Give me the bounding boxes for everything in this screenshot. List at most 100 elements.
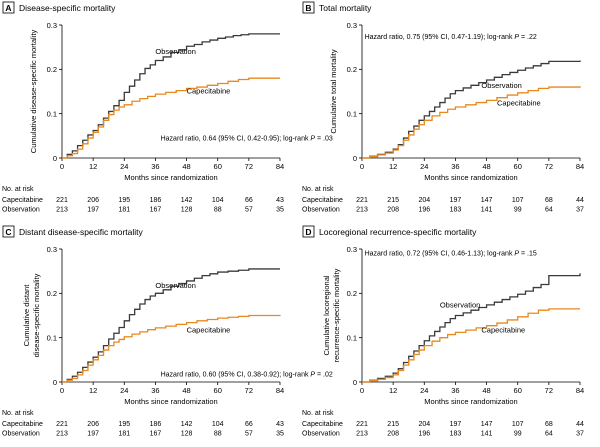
series-label-capecitabine: Capecitabine [481,325,525,334]
risk-cell: 208 [387,431,399,438]
hazard-ratio-annotation: Hazard ratio, 0.64 (95% CI, 0.42-0.95); … [161,135,333,142]
x-tick-label: 60 [214,386,222,395]
x-tick-label: 0 [360,162,364,171]
x-tick-label: 24 [120,162,128,171]
y-tick-label: 0 [353,378,357,387]
risk-cell: 141 [481,207,493,214]
risk-cell: 68 [545,197,553,204]
risk-table-header: No. at risk [2,186,34,193]
x-tick-label: 48 [182,162,190,171]
risk-cell: 204 [418,421,430,428]
risk-cell: 128 [181,431,193,438]
series-label-observation: Observation [155,47,195,56]
x-axis-title: Months since randomization [424,397,517,406]
risk-cell: 57 [245,207,253,214]
x-tick-label: 36 [451,162,459,171]
risk-row-label: Capecitabine [302,197,343,204]
risk-cell: 204 [418,197,430,204]
y-tick-label: 0.3 [47,245,57,254]
risk-cell: 221 [356,197,368,204]
x-tick-label: 84 [276,386,284,395]
y-tick-label: 0.3 [47,21,57,30]
series-line-capecitabine [362,308,580,383]
risk-row-label: Observation [2,207,40,214]
panel-d: D Locoregional recurrence-specific mortal… [300,224,600,447]
chart-title: Locoregional recurrence-specific mortali… [319,227,477,237]
risk-cell: 37 [576,207,584,214]
risk-cell: 107 [512,197,524,204]
risk-cell: 195 [118,197,130,204]
x-tick-label: 48 [482,162,490,171]
risk-cell: 88 [214,207,222,214]
x-tick-label: 0 [360,386,364,395]
panel-letter-box [2,1,15,14]
x-tick-label: 72 [545,386,553,395]
risk-cell: 206 [87,421,99,428]
risk-cell: 183 [450,431,462,438]
series-label-observation: Observation [440,301,480,310]
risk-cell: 181 [118,431,130,438]
x-tick-label: 60 [514,386,522,395]
risk-cell: 128 [181,207,193,214]
y-tick-label: 0 [53,378,57,387]
x-tick-label: 12 [89,162,97,171]
risk-cell: 186 [150,197,162,204]
risk-cell: 197 [87,207,99,214]
risk-row-label: Capecitabine [2,197,43,204]
x-tick-label: 12 [389,162,397,171]
risk-cell: 35 [276,207,284,214]
risk-cell: 147 [481,421,493,428]
risk-row-label: Observation [2,431,40,438]
risk-cell: 167 [150,207,162,214]
risk-cell: 181 [118,207,130,214]
series-label-capecitabine: Capecitabine [187,325,231,334]
risk-cell: 195 [118,421,130,428]
risk-cell: 64 [545,207,553,214]
x-tick-label: 72 [245,386,253,395]
risk-cell: 208 [387,207,399,214]
risk-cell: 104 [212,197,224,204]
x-tick-label: 0 [60,386,64,395]
risk-cell: 213 [56,431,68,438]
y-tick-label: 0 [353,154,357,163]
risk-table-header: No. at risk [302,410,334,417]
chart-title: Distant disease-specific mortality [19,227,144,237]
risk-row-label: Capecitabine [302,421,343,428]
x-tick-label: 12 [389,386,397,395]
risk-row-label: Capecitabine [2,421,43,428]
y-axis-title: Cumulative distant [22,284,31,347]
x-tick-label: 84 [576,162,584,171]
risk-row-label: Observation [302,207,340,214]
panel-letter: A [5,3,11,13]
series-label-observation: Observation [155,281,195,290]
risk-cell: 215 [387,197,399,204]
series-label-capecitabine: Capecitabine [497,99,541,108]
risk-cell: 196 [418,207,430,214]
series-line-capecitabine [62,77,280,159]
y-tick-label: 0.3 [347,21,357,30]
risk-cell: 99 [514,207,522,214]
risk-cell: 221 [56,197,68,204]
risk-row-label: Observation [302,431,340,438]
x-tick-label: 48 [182,386,190,395]
y-tick-label: 0 [53,154,57,163]
hazard-ratio-annotation: Hazard ratio, 0.75 (95% CI, 0.47-1.19); … [365,34,537,41]
risk-cell: 43 [276,421,284,428]
risk-cell: 142 [181,197,193,204]
x-tick-label: 72 [245,162,253,171]
km-chart-a: A Disease-specific mortality 0 0.1 0.2 0.3 0 12… [2,1,333,214]
risk-cell: 64 [545,431,553,438]
risk-cell: 167 [150,431,162,438]
y-tick-label: 0.1 [347,333,357,342]
x-tick-label: 24 [420,386,428,395]
y-tick-label: 0.1 [347,109,357,118]
risk-cell: 221 [356,421,368,428]
y-tick-label: 0.1 [47,333,57,342]
x-tick-label: 36 [451,386,459,395]
x-tick-label: 24 [420,162,428,171]
risk-cell: 196 [418,431,430,438]
risk-cell: 197 [87,431,99,438]
risk-cell: 107 [512,421,524,428]
chart-title: Total mortality [319,3,372,13]
series-line-capecitabine [62,314,281,383]
